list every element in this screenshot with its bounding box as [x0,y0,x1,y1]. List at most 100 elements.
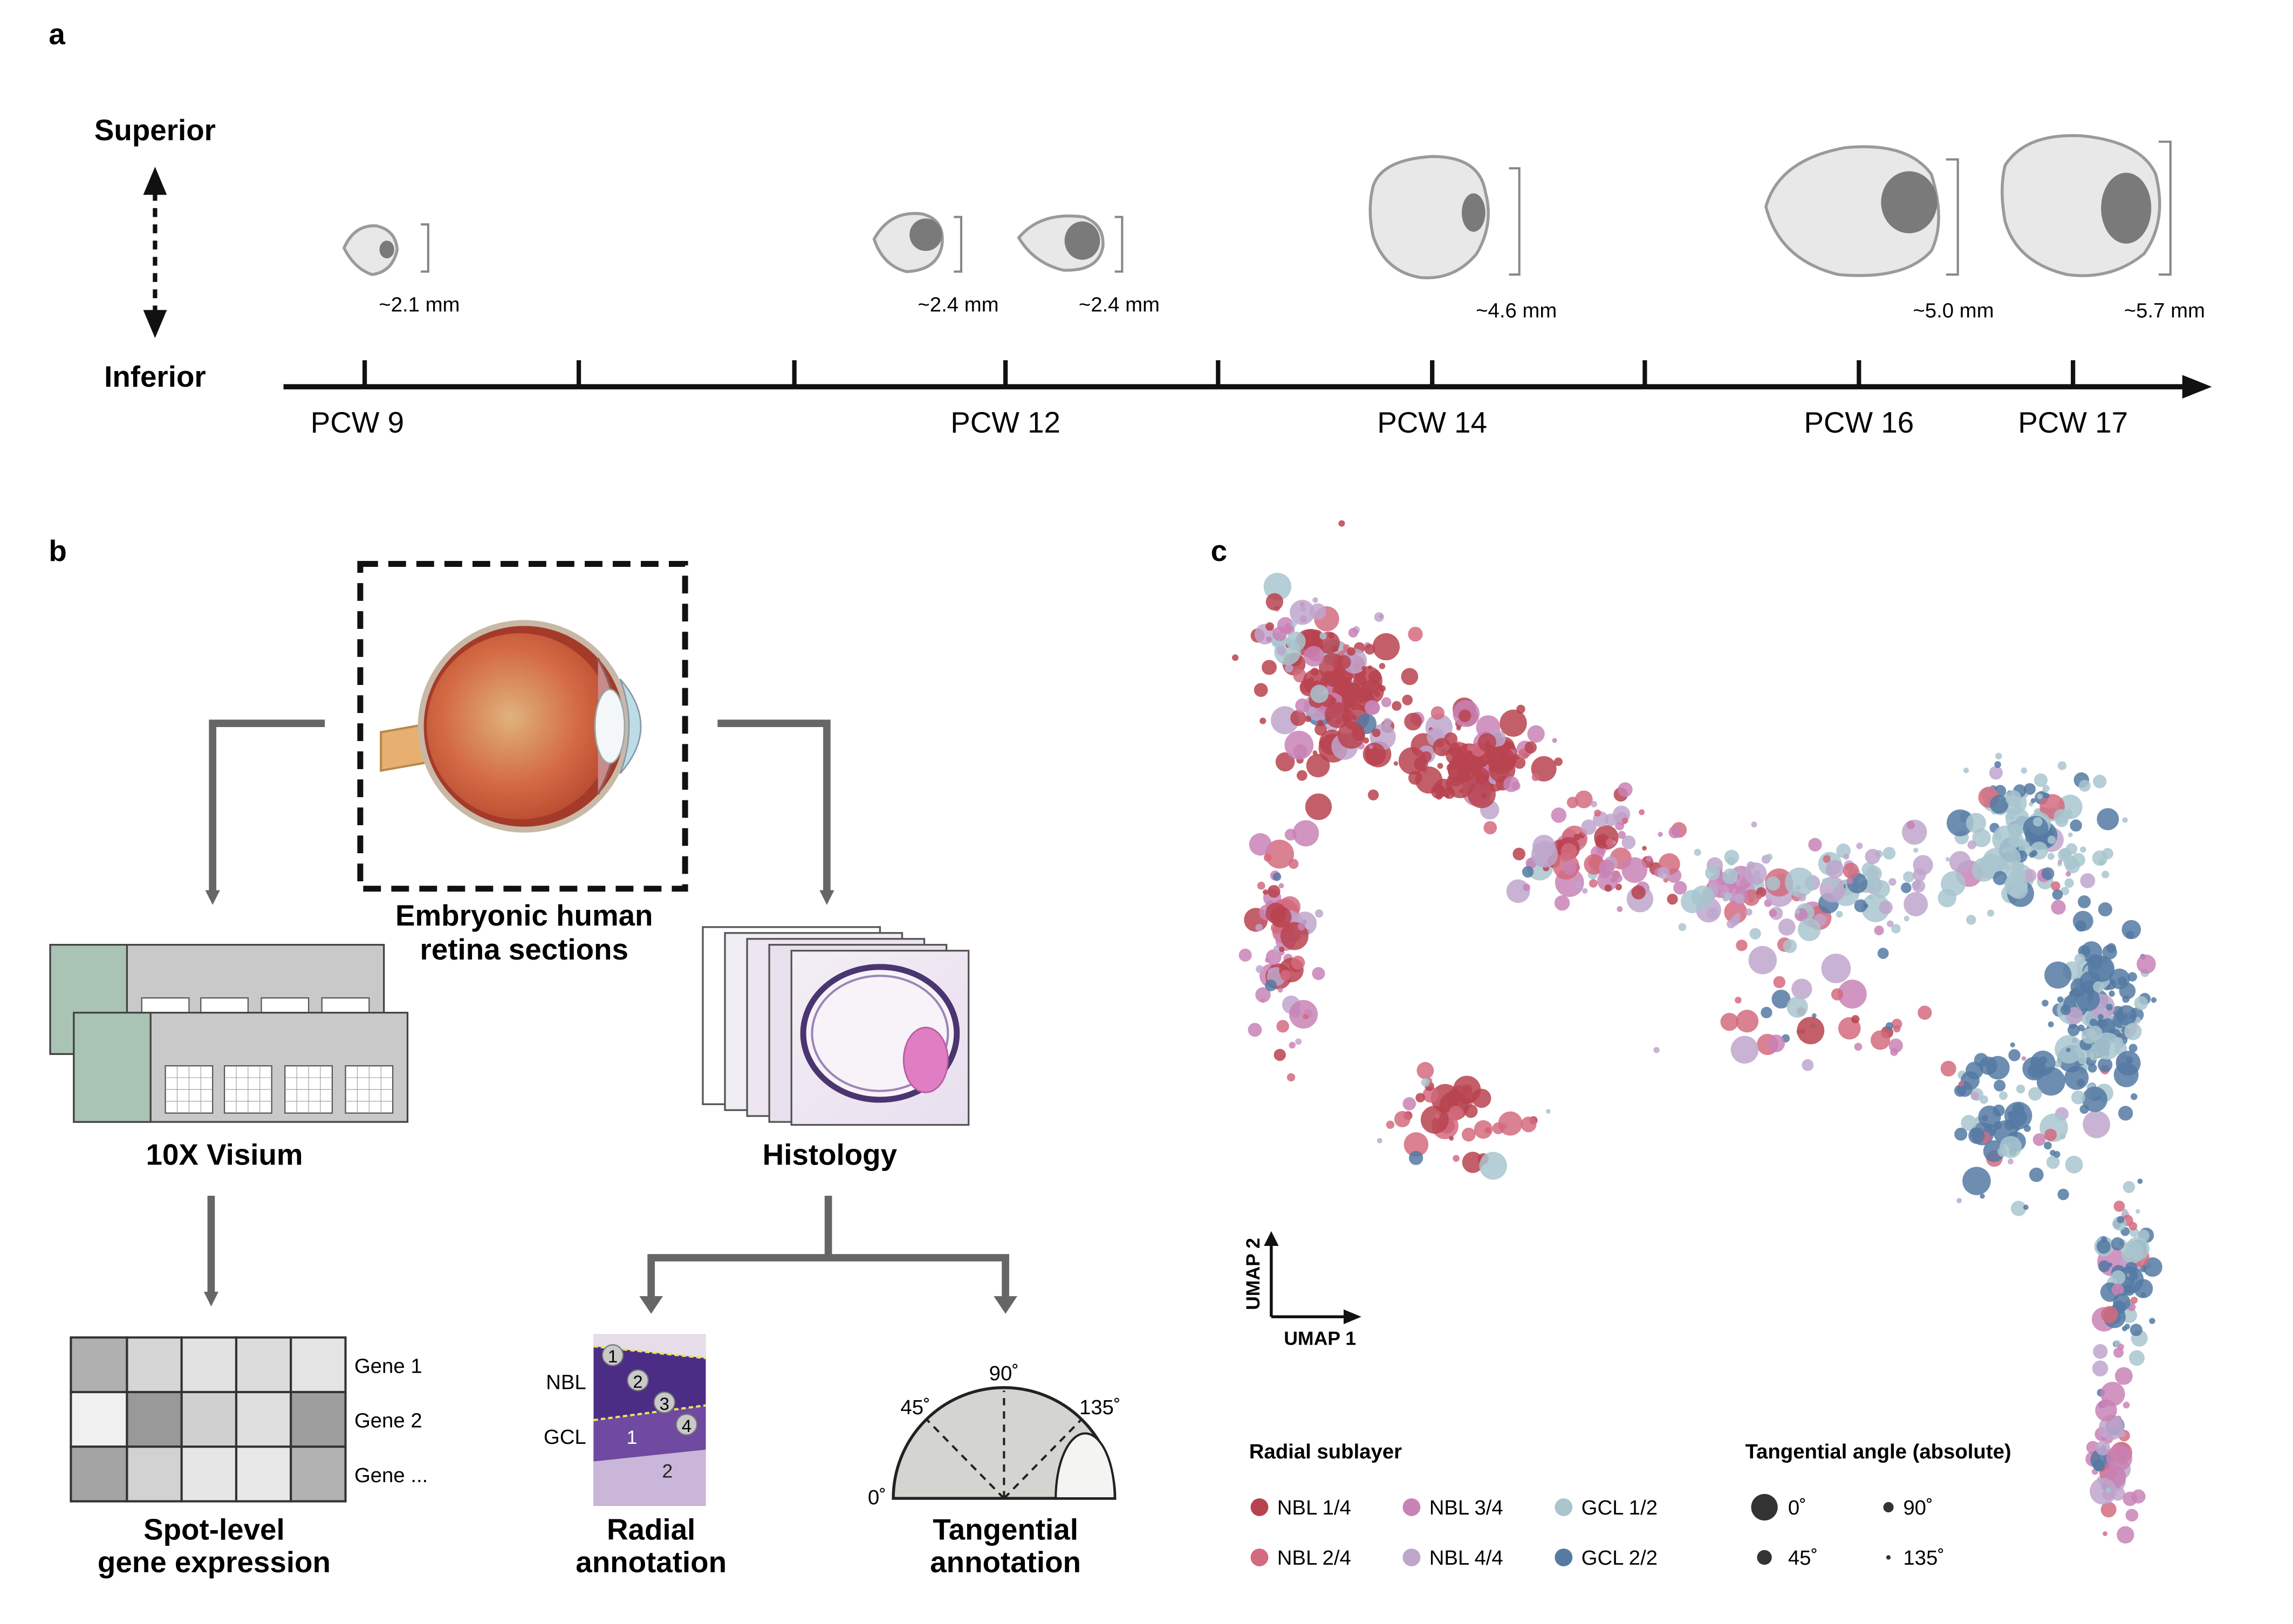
umap-point [2124,1247,2134,1257]
umap-point [2051,900,2066,915]
umap-point [2113,1201,2125,1212]
arrowhead-radial [639,1296,663,1314]
umap-point [1367,665,1373,670]
gene-etc-label: Gene ... [354,1464,428,1487]
umap-point [1913,847,1919,853]
umap-point [2123,1401,2130,1409]
umap-point [2023,1204,2029,1210]
umap-point [1305,793,1332,820]
umap-point [1581,819,1597,835]
umap-point [1678,923,1687,931]
umap-point [1597,870,1618,892]
umap-point [1756,894,1762,900]
umap-point [1766,876,1781,891]
umap-point [2103,1531,2107,1536]
embryonic-label-line2: retina sections [420,933,628,966]
umap-point [1877,948,1889,959]
umap-point [1594,809,1601,817]
umap-point [1797,918,1821,941]
umap-point [1364,643,1375,655]
umap-point [1290,600,1315,625]
umap-point [1730,1036,1759,1064]
umap-point [1312,597,1318,603]
umap-point [1472,767,1490,785]
legend-dot-gcl1 [1555,1498,1573,1516]
umap-point [1773,976,1785,989]
umap-point [1724,900,1748,924]
umap-point [2052,889,2063,900]
umap-point [1280,970,1292,981]
umap-point [2028,1087,2042,1101]
visium-slides [49,944,409,1123]
umap-point [2047,853,2055,860]
umap-point [1854,1043,1863,1051]
umap-point [2130,1297,2138,1304]
eye-pcw12a-size: ~2.4 mm [918,293,998,317]
umap-point [1736,940,1748,951]
umap-point [1393,761,1398,766]
umap-point [2017,840,2023,846]
umap-point [2106,1445,2132,1471]
umap-point [1970,1092,1979,1100]
umap-point [1416,1061,1434,1079]
umap-point [1891,924,1901,934]
angle-90-label: 90˚ [989,1362,1019,1385]
umap-point [2101,871,2110,879]
umap-point [1599,859,1614,875]
umap-point [1962,1167,1991,1195]
umap-point [2083,1111,2111,1139]
umap-point [2071,1090,2085,1105]
umap-point [1337,655,1351,669]
radial-number-gcl-2: 2 [662,1461,673,1482]
radial-number-2: 2 [633,1372,642,1392]
umap-point [1963,768,1969,773]
umap-point [2010,1201,2027,1216]
legend-label-nbl4: NBL 4/4 [1429,1546,1503,1570]
umap-point [1720,1012,1738,1031]
timeline-label-pcw14: PCW 14 [1377,406,1487,439]
umap-point [2113,1293,2131,1311]
umap-point [1825,860,1844,879]
umap-point [2106,1003,2113,1011]
gcl-label: GCL [544,1426,586,1449]
umap-point [1802,1059,1814,1071]
umap-point [1613,874,1623,883]
legend-dot-nbl3 [1402,1498,1421,1516]
umap-point [2064,1065,2089,1090]
visium-label: 10X Visium [146,1138,303,1171]
umap-point [1474,1120,1493,1139]
umap-point [1993,871,2007,886]
umap-point [1980,1095,1989,1104]
umap-point [2032,1133,2046,1146]
umap-point [1621,817,1628,824]
legend-radial: NBL 1/4 NBL 2/4 NBL 3/4 NBL 4/4 GCL 1/2 … [1250,1496,1658,1570]
tangential-label-line1: Tangential [933,1513,1078,1546]
umap-point [2066,1047,2071,1052]
umap-point [1479,1152,1507,1180]
legend-label-nbl1: NBL 1/4 [1277,1496,1351,1519]
umap-point [1531,773,1539,782]
umap-point [2100,1306,2118,1324]
umap-point [1589,879,1598,888]
umap-point [2077,895,2091,909]
umap-point [1856,842,1863,849]
umap-point [1906,821,1915,830]
umap-point [1270,906,1292,928]
umap-point [1249,833,1272,856]
umap-point [1487,746,1516,775]
timeline-label-pcw17: PCW 17 [2018,406,2128,439]
umap-point [2023,868,2037,882]
umap-point [1972,828,1991,847]
umap-point [1982,874,1988,879]
umap-point [1745,908,1753,916]
arrow-to-histology [717,720,834,905]
umap-point [1722,868,1738,885]
umap-point [1968,1127,1985,1144]
umap-point [1958,1081,1965,1087]
umap-point [1903,871,1914,883]
umap-point [1448,755,1476,783]
umap-point [1257,881,1265,890]
umap-point [1453,1075,1481,1104]
umap-point [2023,1125,2031,1132]
umap-point [2034,773,2048,787]
